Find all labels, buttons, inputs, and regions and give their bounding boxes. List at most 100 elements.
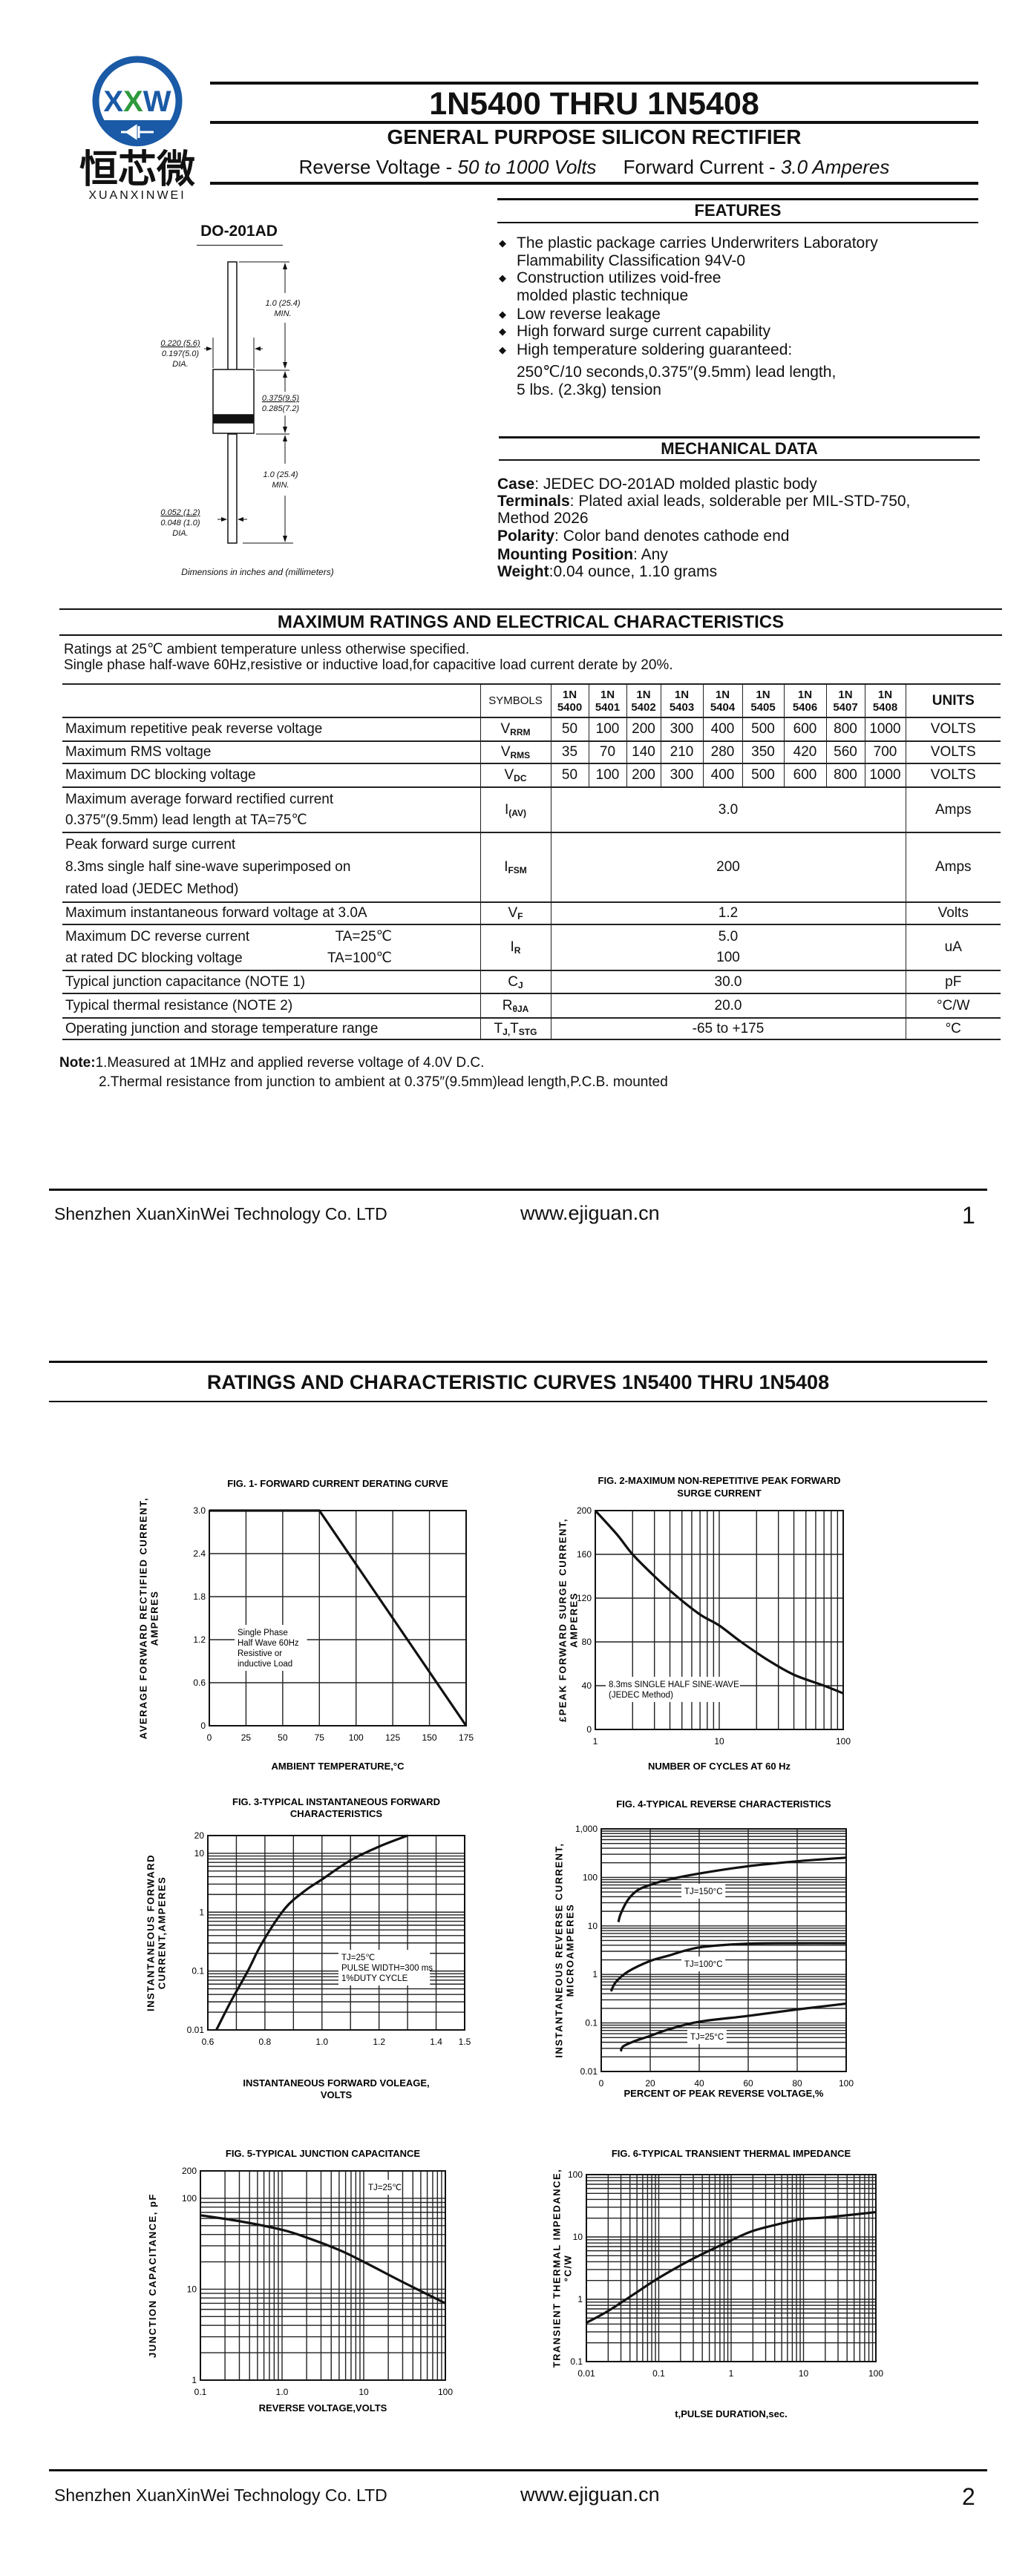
mechanical-label: Terminals <box>497 493 570 510</box>
y-axis-label: MICROAMPERES <box>565 1904 576 1997</box>
y-axis-label: JUNCTION CAPACITANCE, pF <box>147 2193 158 2358</box>
y-tick-label: 0.01 <box>187 2025 205 2035</box>
bullet-icon: ◆ <box>499 272 506 283</box>
unit-cell: Volts <box>905 901 1001 925</box>
parameter-text: rated load (JEDEC Method) <box>65 881 239 897</box>
x-tick-label: 0.6 <box>202 2037 215 2047</box>
parameter-cell: Maximum DC blocking voltage <box>62 763 480 788</box>
feature-item: molded plastic technique <box>499 287 688 305</box>
value-cell: 600 <box>783 717 826 742</box>
series-curve <box>609 1942 847 1992</box>
plot-frame <box>586 2174 877 2362</box>
unit-cell: Amps <box>905 832 1001 903</box>
parameter-text: at rated DC blocking voltage <box>65 950 243 966</box>
parameter-line: Peak forward surge current <box>65 834 392 856</box>
table-row: Operating junction and storage temperatu… <box>62 1017 1001 1040</box>
value-cell: 50 <box>550 717 589 742</box>
x-tick-label: 75 <box>315 1732 325 1743</box>
value-line: 20.0 <box>714 997 742 1013</box>
symbol-subscript: F <box>517 911 523 921</box>
y-tick-label: 0 <box>200 1721 206 1731</box>
part-number-header: 1N 5400 <box>550 683 589 718</box>
mechanical-item: Case: JEDEC DO-201AD molded plastic body <box>497 476 817 493</box>
y-axis-label: AMPERES <box>149 1591 160 1646</box>
rating-summary: Reverse Voltage - 50 to 1000 Volts Forwa… <box>210 155 978 179</box>
figure-3: FIG. 3-TYPICAL INSTANTANEOUS FORWARDCHAR… <box>145 1796 471 2100</box>
part-number-header: 1N 5403 <box>660 683 703 718</box>
value-line: 100 <box>716 950 740 965</box>
symbol-main: V <box>500 721 511 737</box>
grid <box>207 1835 465 2031</box>
y-tick-label: 0.1 <box>585 2018 598 2028</box>
y-axis-label: °C/W <box>563 2255 574 2281</box>
symbol-main: V <box>504 767 514 783</box>
parameter-condition: TA=100℃ <box>327 950 392 966</box>
unit-cell: VOLTS <box>905 717 1001 742</box>
unit-cell: VOLTS <box>905 740 1001 764</box>
series-curve <box>586 2210 877 2324</box>
y-tick-label: 20 <box>194 1830 205 1841</box>
chart-title: FIG. 1- FORWARD CURRENT DERATING CURVE <box>227 1478 448 1489</box>
dimensions-caption: Dimensions in inches and (millimeters) <box>181 567 333 577</box>
x-tick-label: 0.01 <box>577 2368 595 2379</box>
dim-lead-dia-max: 0.052 (1.2) <box>160 508 200 517</box>
y-tick-label: 160 <box>577 1549 592 1560</box>
y-axis-label: INSTANTANEOUS REVERSE CURRENT, <box>554 1842 565 2057</box>
value-cell: 400 <box>702 763 742 788</box>
logo: XXW 恒芯微 XUANXINWEI <box>71 55 204 203</box>
parameter-cell: Maximum DC reverse current TA=25℃ at rated… <box>62 924 480 971</box>
feature-item: Flammability Classification 94V-0 <box>499 252 745 270</box>
annotation-box <box>681 1884 726 1899</box>
symbol-main: I <box>504 801 509 818</box>
value-cell: 35 <box>550 740 589 764</box>
mechanical-label: Mounting Position <box>497 546 634 563</box>
value-line: 5.0 <box>718 929 739 944</box>
x-axis-label: PERCENT OF PEAK REVERSE VOLTAGE,% <box>624 2088 824 2099</box>
y-tick-label: 0.01 <box>580 2066 598 2077</box>
x-tick-label: 0 <box>599 2078 604 2089</box>
parameter-line: 8.3ms single half sine-wave superimposed… <box>65 856 392 878</box>
symbol-subscript: θJA <box>512 1003 529 1014</box>
value-cell: 700 <box>864 740 906 764</box>
symbol-cell: VF <box>480 901 551 925</box>
x-tick-label: 0 <box>207 1732 212 1743</box>
part-suffix: 5400 <box>557 700 583 714</box>
parameter-line: Maximum instantaneous forward voltage at… <box>65 904 392 923</box>
table-row: Maximum RMS voltage VRMS 35 70 140 210 280 350 4… <box>62 740 1001 764</box>
unit-cell: VOLTS <box>905 763 1001 788</box>
parameter-condition: TA=25℃ <box>335 929 392 944</box>
bullet-icon: ◆ <box>499 237 506 249</box>
value-cell: 420 <box>783 740 826 764</box>
annotation-text: (JEDEC Method) <box>609 1691 673 1700</box>
features-rule-bottom <box>497 222 978 223</box>
ratings-table: SYMBOLS 1N 5400 1N 5401 1N 5402 1N 5403 1N 5404 1N 5… <box>62 683 1001 1040</box>
y-tick-label: 0.6 <box>193 1678 206 1688</box>
y-tick-label: 10 <box>194 1848 205 1859</box>
parameter-text: Maximum DC reverse current <box>65 929 250 944</box>
curves-title: RATINGS AND CHARACTERISTIC CURVES 1N5400… <box>206 1371 830 1393</box>
bullet-icon: ◆ <box>499 309 506 320</box>
annotation-box <box>365 2180 400 2195</box>
chart-title: CHARACTERISTICS <box>290 1808 383 1819</box>
parameter-cell: Operating junction and storage temperatu… <box>62 1017 480 1040</box>
value-cell: 100 <box>588 763 626 788</box>
x-tick-label: 10 <box>714 1736 724 1747</box>
ratings-rule-top <box>59 608 1002 610</box>
y-tick-label: 10 <box>573 2232 583 2242</box>
annotation-text: 8.3ms SINGLE HALF SINE-WAVE <box>609 1680 739 1689</box>
y-tick-label: 200 <box>577 1505 592 1516</box>
parameter-text: Maximum instantaneous forward voltage at… <box>65 905 367 921</box>
note-label: Note: <box>59 1055 96 1071</box>
figure-2: FIG. 2-MAXIMUM NON-REPETITIVE PEAK FORWA… <box>557 1475 851 1772</box>
figure-1: FIG. 1- FORWARD CURRENT DERATING CURVE 0 2… <box>138 1478 474 1772</box>
table-row: Typical thermal resistance (NOTE 2) RθJA 2… <box>62 993 1001 1019</box>
x-tick-label: 150 <box>422 1732 437 1743</box>
ratings-intro-2: Single phase half-wave 60Hz,resistive or… <box>64 657 673 673</box>
mechanical-item: Weight:0.04 ounce, 1.10 grams <box>497 563 717 581</box>
x-tick-label: 80 <box>792 2078 802 2089</box>
parameter-line: Maximum DC blocking voltage <box>65 765 392 786</box>
footer-website-2: www.ejiguan.cn <box>520 2483 660 2506</box>
reverse-voltage-value: 50 to 1000 Volts <box>457 156 597 178</box>
value-cell: 800 <box>825 717 865 742</box>
unit-cell: °C/W <box>905 993 1001 1019</box>
